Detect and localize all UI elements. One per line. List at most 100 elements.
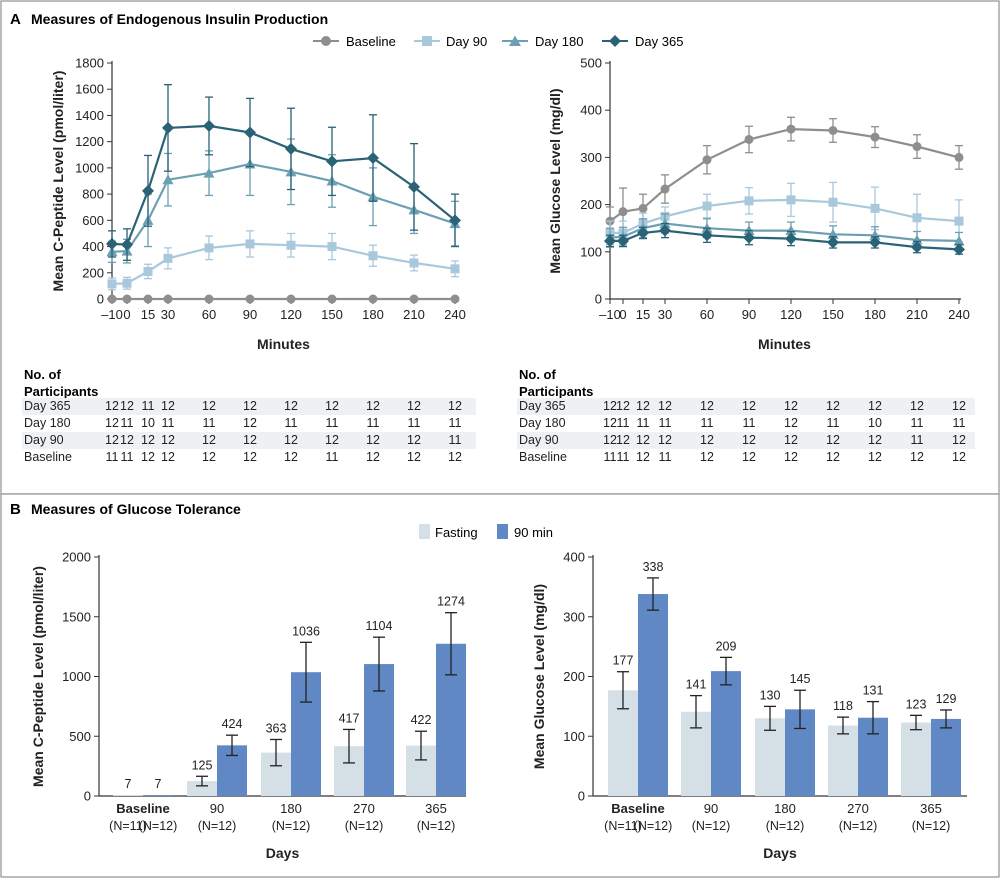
legend-baseline-label: Baseline [346, 34, 396, 49]
panel-b-frame [0, 493, 1000, 878]
participants-right-cell: 12 [700, 399, 714, 413]
glucose-line-point [660, 184, 670, 194]
glucose-line-x-tick-label: 0 [619, 307, 626, 322]
participants-right-cell: 12 [784, 399, 798, 413]
participants-left-cell: 12 [243, 433, 257, 447]
participants-left-cell: 11 [326, 450, 339, 464]
glucose-bar-group-n: (N=11) [604, 819, 642, 833]
participants-right-cell: 11 [953, 416, 966, 430]
participants-left-cell: 12 [202, 399, 216, 413]
cpeptide-line-x-tick-label: 120 [280, 307, 302, 322]
glucose-line-x-tick-label: 180 [864, 307, 886, 322]
cpeptide-line-point [326, 155, 338, 168]
participants-right-cell: 12 [826, 433, 840, 447]
glucose-line-x-tick-label: 60 [700, 307, 714, 322]
cpeptide-line-y-tick-label: 0 [97, 292, 104, 307]
participants-left-cell: 12 [141, 450, 155, 464]
cpeptide-bar-group-label: 90 [210, 801, 224, 816]
participants-right-cell: 12 [603, 399, 617, 413]
glucose-bar-data-label: 131 [863, 684, 884, 698]
glucose-line-point [954, 216, 964, 226]
participants-right-cell: 11 [701, 416, 714, 430]
participants-left-cell: 12 [366, 399, 380, 413]
cpeptide-bar-y-tick-label: 1500 [62, 609, 91, 624]
cpeptide-line-point [162, 174, 174, 185]
cpeptide-line-series-baseline [107, 294, 460, 304]
glucose-bar-y-tick-label: 100 [563, 729, 585, 744]
glucose-line-point [618, 207, 628, 217]
participants-right-cell: 12 [636, 450, 650, 464]
participants-left-cell: 11 [285, 416, 298, 430]
glucose-bar-y-tick-label: 400 [563, 550, 585, 565]
glucose-bar-x-axis-label: Days [763, 845, 797, 861]
cpeptide-bar-group-n: (N=11) [109, 819, 147, 833]
cpeptide-bar-x-axis-label: Days [266, 845, 300, 861]
glucose-line-point [828, 125, 838, 135]
cpeptide-line-point [163, 294, 173, 304]
participants-left-cell: 12 [407, 399, 421, 413]
participants-right-cell: 12 [952, 450, 966, 464]
glucose-bar-y-tick-label: 200 [563, 669, 585, 684]
participants-right-cell: 12 [868, 450, 882, 464]
panel-a-title: Measures of Endogenous Insulin Productio… [31, 11, 328, 27]
participants-right-cell: 12 [700, 450, 714, 464]
cpeptide-bar-group-n: (N=12) [139, 819, 178, 833]
participants-right-cell: 12 [742, 399, 756, 413]
participants-right-cell: 12 [603, 416, 617, 430]
cpeptide-bar-data-label: 7 [155, 777, 162, 791]
participants-left-cell: 12 [105, 433, 119, 447]
participants-left-cell: 12 [105, 399, 119, 413]
cpeptide-bar-y-tick-label: 0 [84, 789, 91, 804]
glucose-line-point [604, 234, 616, 247]
participants-left-cell: 11 [142, 399, 155, 413]
cpeptide-line-x-tick-label: 0 [123, 307, 130, 322]
cpeptide-line-x-axis-label: Minutes [257, 336, 310, 352]
participants-right-row-label: Day 90 [519, 433, 559, 447]
cpeptide-bar-data-label: 1274 [437, 595, 465, 609]
participants-right-row-stripe [517, 398, 975, 415]
participants-left-cell: 12 [284, 450, 298, 464]
participants-left-cell: 11 [121, 450, 134, 464]
cpeptide-line-x-tick-label: 60 [202, 307, 216, 322]
glucose-line-point [743, 231, 755, 244]
participants-right-cell: 11 [911, 416, 924, 430]
glucose-line-x-tick-label: 210 [906, 307, 928, 322]
cpeptide-line-point [368, 294, 378, 304]
glucose-line-y-tick-label: 500 [580, 56, 602, 71]
participants-right-cell: 11 [604, 450, 617, 464]
glucose-bar-bar-fasting [755, 718, 785, 796]
cpeptide-line-point [408, 180, 420, 193]
glucose-bar-data-label: 209 [716, 639, 737, 653]
glucose-line-y-tick-label: 300 [580, 150, 602, 165]
glucose-bar-group-n: (N=12) [839, 819, 878, 833]
glucose-line-x-tick-label: 90 [742, 307, 756, 322]
participants-right-cell: 12 [826, 399, 840, 413]
cpeptide-line-y-tick-label: 1800 [75, 56, 104, 71]
cpeptide-line-point [245, 239, 255, 249]
glucose-line-point [870, 132, 880, 142]
panel-b-letter: B [10, 501, 21, 518]
glucose-bar-data-label: 123 [906, 697, 927, 711]
cpeptide-bar-data-label: 1104 [366, 619, 393, 633]
cpeptide-line-point [245, 294, 255, 304]
participants-left-cell: 11 [162, 416, 175, 430]
participants-right-row-stripe [517, 432, 975, 449]
participants-right-cell: 12 [636, 433, 650, 447]
legend-baseline-marker [321, 36, 331, 46]
cpeptide-bar-bar-fasting [187, 781, 217, 796]
participants-left-cell: 12 [366, 433, 380, 447]
cpeptide-bar-group-label: Baseline [116, 801, 169, 816]
glucose-bar-data-label: 129 [936, 692, 957, 706]
participants-left-cell: 11 [449, 416, 462, 430]
panel-a-letter: A [10, 11, 21, 28]
participants-left-cell: 11 [408, 416, 421, 430]
participants-left-cell: 12 [161, 399, 175, 413]
cpeptide-line-point [204, 243, 214, 253]
cpeptide-line-point [244, 126, 256, 139]
glucose-line-point [702, 155, 712, 165]
cpeptide-line-x-tick-label: 15 [141, 307, 155, 322]
participants-left-row-stripe [22, 398, 476, 415]
participants-right-cell: 11 [617, 450, 630, 464]
cpeptide-line-point [162, 121, 174, 134]
